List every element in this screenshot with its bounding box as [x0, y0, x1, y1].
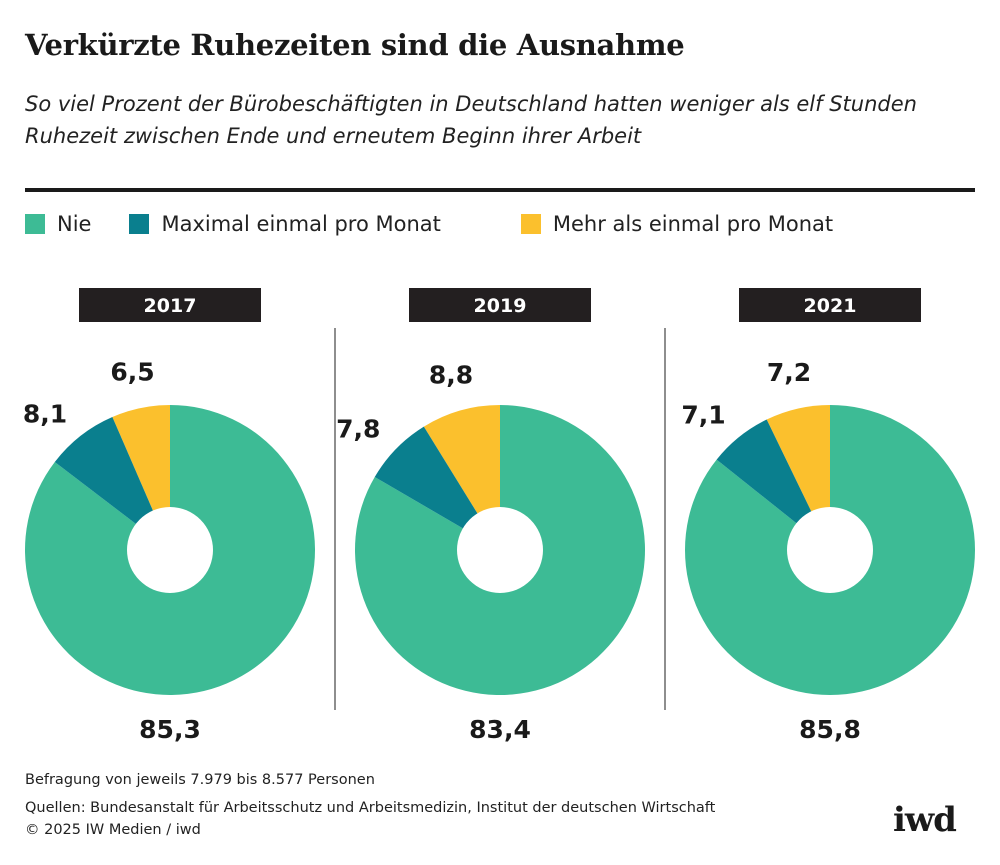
slice-value-label: 8,8 — [429, 360, 473, 389]
slice-value-label: 7,8 — [336, 414, 380, 443]
slice-value-label: 85,3 — [139, 715, 201, 744]
slice-value-label: 83,4 — [469, 715, 531, 744]
donut-slice-maximal-einmal-pro-monat — [54, 416, 170, 550]
legend-swatch-maximal-einmal — [129, 214, 150, 234]
slice-value-label: 7,1 — [681, 401, 725, 430]
slice-value-label: 6,5 — [110, 357, 154, 386]
legend-swatch-nie — [25, 214, 45, 234]
year-label: 2021 — [804, 295, 857, 317]
year-label: 2019 — [474, 295, 527, 317]
legend-item-maximal-einmal: Maximal einmal pro Monat — [129, 212, 441, 236]
legend-label: Nie — [57, 212, 92, 236]
donut-slice-maximal-einmal-pro-monat — [374, 426, 500, 550]
legend-label: Maximal einmal pro Monat — [161, 212, 441, 236]
legend: Nie Maximal einmal pro Monat Mehr als ei… — [25, 208, 833, 240]
slice-value-label: 85,8 — [799, 715, 861, 744]
footer-copyright: © 2025 IW Medien / iwd — [25, 822, 201, 838]
chart-title: Verkürzte Ruhezeiten sind die Ausnahme — [25, 28, 685, 62]
slice-value-label: 8,1 — [23, 399, 67, 428]
footer-sources: Quellen: Bundesanstalt für Arbeitsschutz… — [25, 800, 716, 816]
slice-value-label: 7,2 — [767, 358, 811, 387]
donut-slice-maximal-einmal-pro-monat — [716, 419, 830, 550]
year-header-box — [79, 288, 261, 322]
legend-swatch-mehr-als-einmal — [520, 214, 541, 234]
donut-hole — [127, 507, 213, 593]
donut-hole — [457, 507, 543, 593]
footer-note: Befragung von jeweils 7.979 bis 8.577 Pe… — [25, 772, 375, 788]
legend-item-nie: Nie — [25, 212, 91, 236]
header-divider — [25, 188, 975, 192]
iwd-logo: iwd — [893, 800, 957, 840]
year-header-box — [739, 288, 921, 322]
year-header-box — [409, 288, 591, 322]
chart-subtitle: So viel Prozent der Bürobeschäftigten in… — [25, 92, 917, 148]
year-label: 2017 — [144, 295, 197, 317]
legend-item-mehr-als-einmal: Mehr als einmal pro Monat — [520, 212, 834, 236]
donut-hole — [787, 507, 873, 593]
legend-label: Mehr als einmal pro Monat — [552, 212, 834, 236]
